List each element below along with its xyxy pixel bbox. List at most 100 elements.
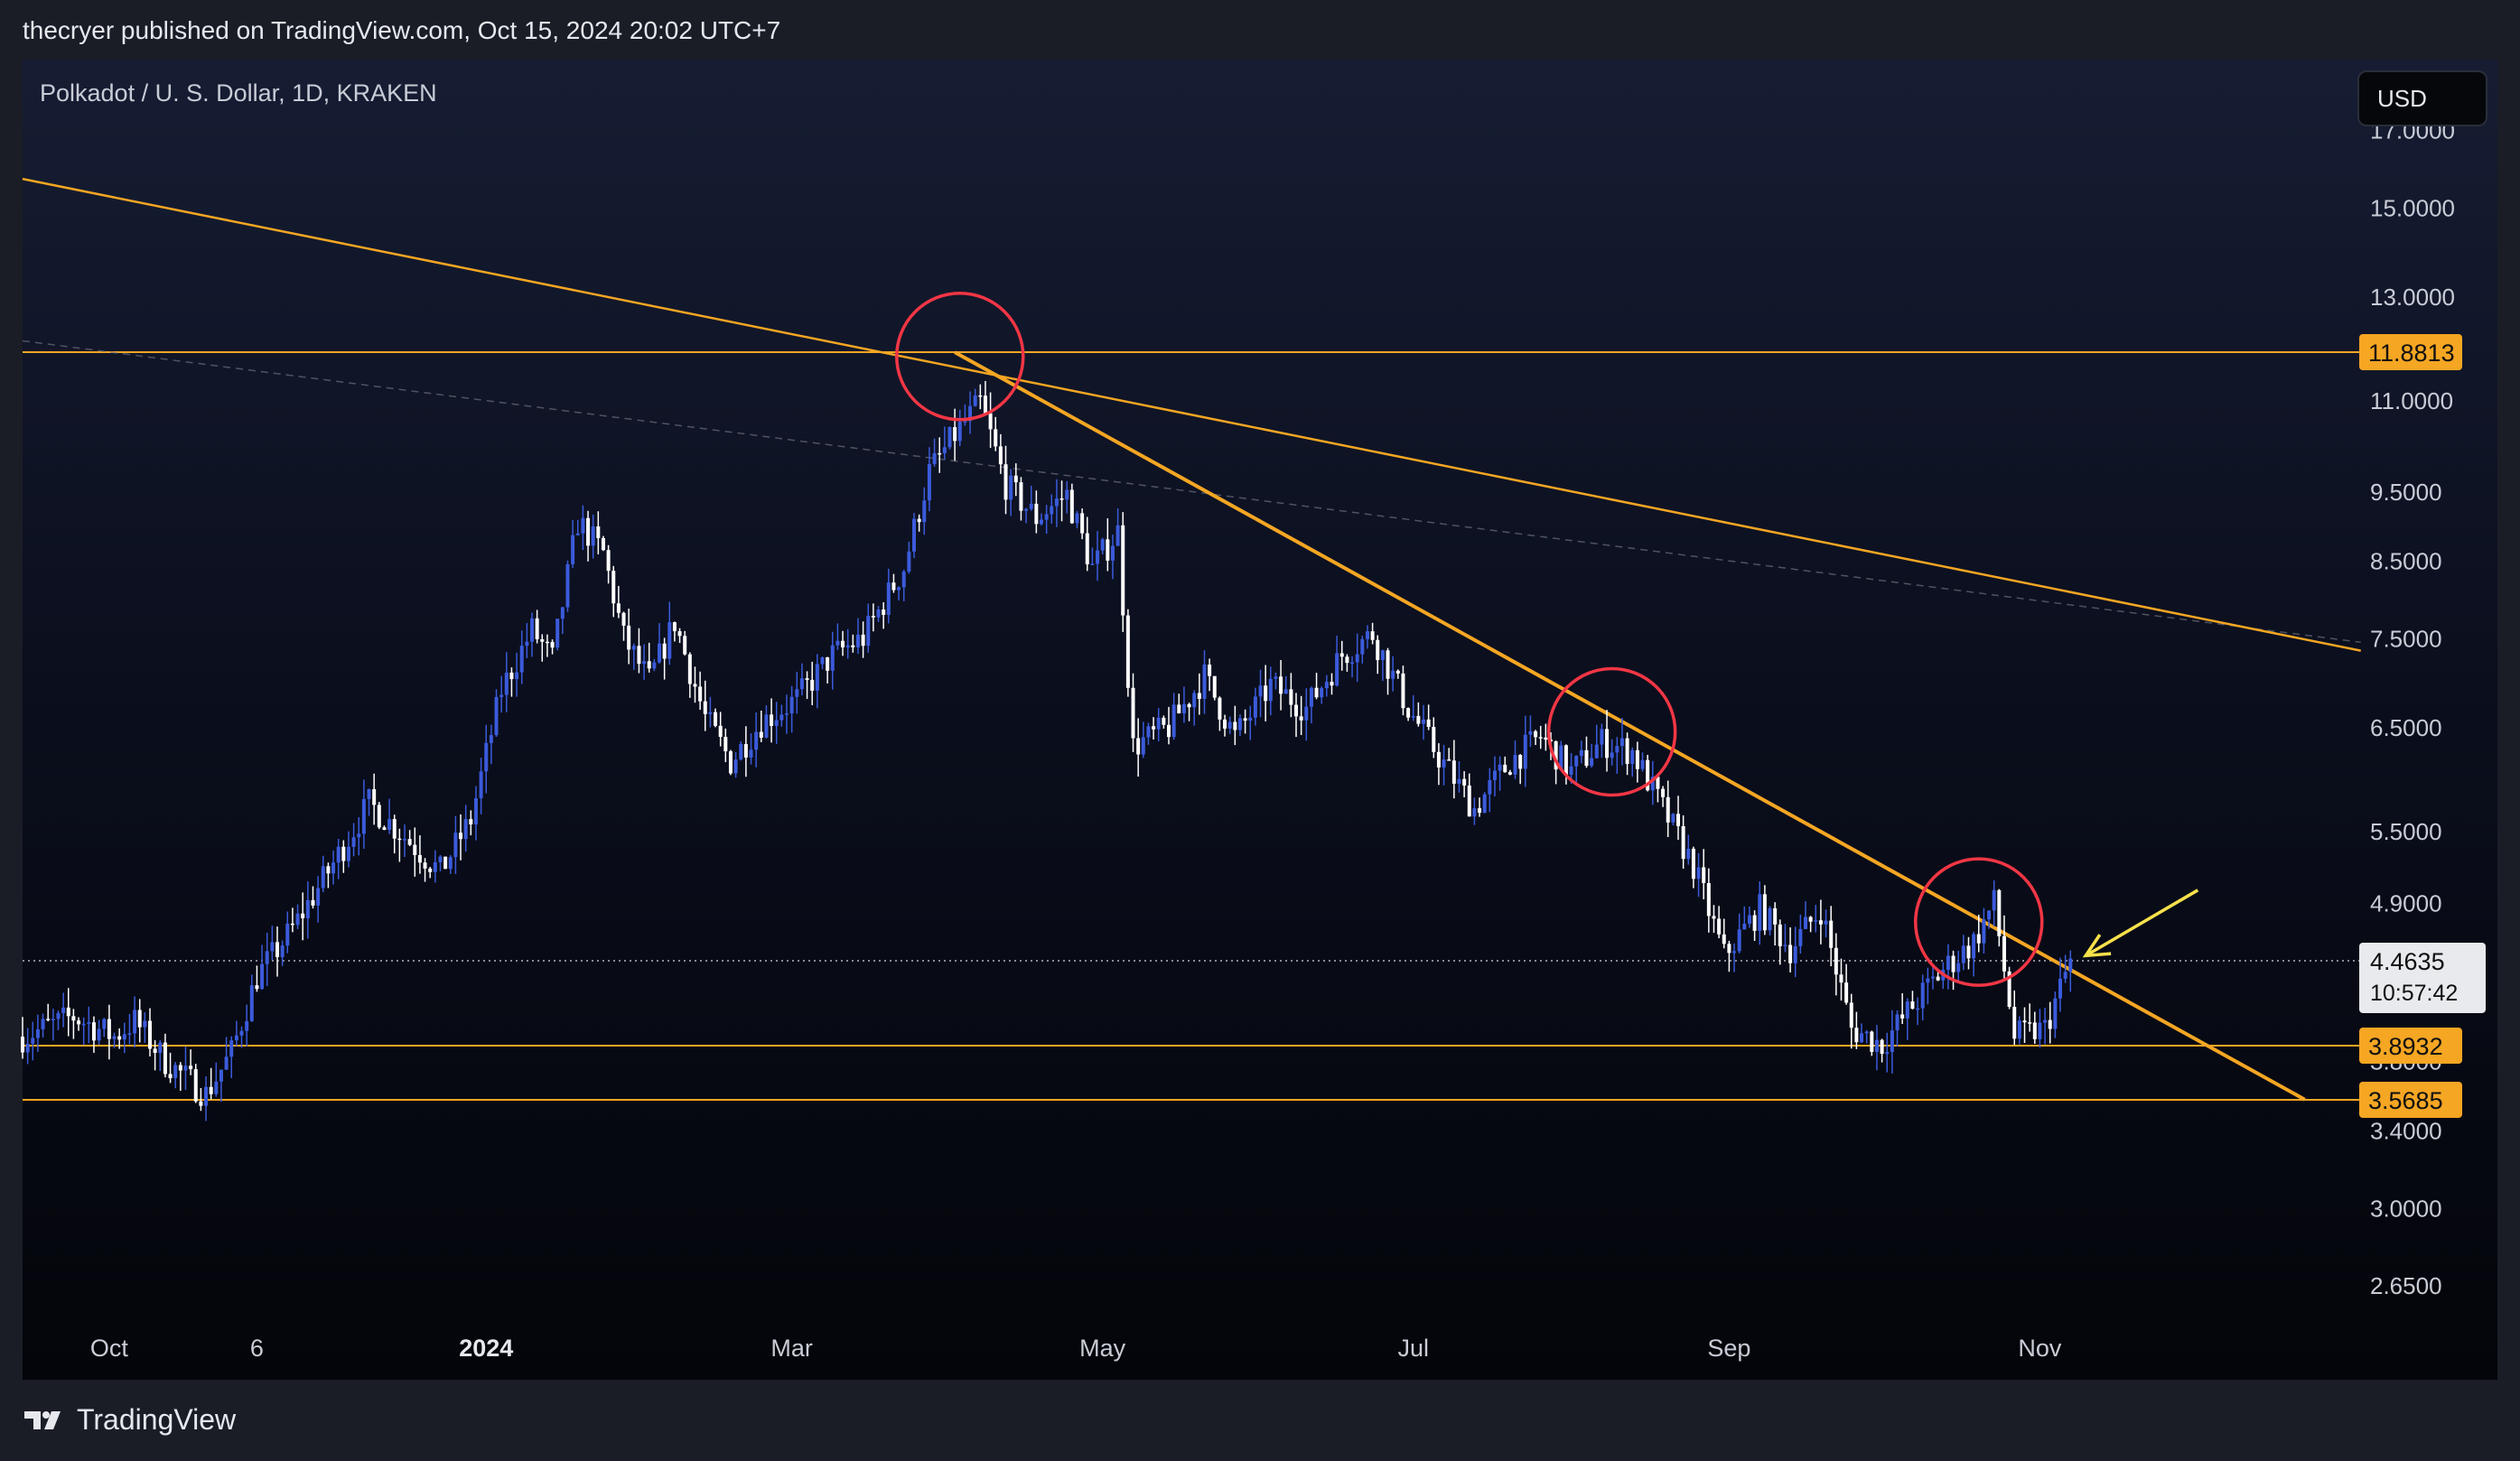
candle-body [1916,1008,1920,1010]
candle-body [1717,918,1722,935]
candle-body [473,798,478,825]
candle-body [2063,972,2067,979]
candle-body [540,638,545,642]
candle-body [530,618,534,642]
price-level-value: 3.8932 [2368,1033,2443,1060]
candle-body [229,1040,234,1057]
candle-body [270,942,275,952]
candle-body [1686,848,1691,860]
candle-body [1498,764,1502,771]
candle-body [178,1065,182,1071]
candle-body [168,1074,173,1079]
candle-body [1987,910,1992,920]
candle-body [280,945,285,957]
candle-body [1900,1014,1905,1019]
candle-body [652,662,657,669]
candle-body [1885,1052,1890,1055]
candle-body [1040,519,1043,525]
candle-body [428,868,433,872]
candle-body [810,679,815,691]
candle-body [204,1086,209,1106]
publisher-line: thecryer published on TradingView.com, O… [23,16,781,44]
candle-body [484,742,489,772]
candle-body [2058,978,2062,999]
tradingview-watermark: TradingView [23,1403,236,1437]
candle-body [1758,894,1762,931]
candle-body [1854,1028,1859,1043]
candle-body [1314,687,1319,698]
candle-body [1075,513,1079,524]
candle-body [770,714,774,726]
candle-body [2012,1007,2017,1039]
price-level-tag [2359,1082,2462,1118]
candle-body [1656,777,1660,789]
candle-body [1350,662,1355,664]
candle-body [1212,675,1217,698]
candle-body [1034,503,1039,525]
candle-body [234,1035,238,1041]
candle-body [647,661,651,669]
candle-body [876,610,881,618]
candle-body [805,678,809,680]
currency-button[interactable]: USD [2357,70,2487,126]
candle-body [1422,719,1425,724]
candle-body [1335,653,1339,686]
y-tick-label: 9.5000 [2370,479,2442,506]
candle-body [1563,745,1568,775]
candle-body [957,421,962,442]
chart-pane[interactable] [23,60,2497,1380]
candle-body [1778,924,1782,946]
candle-body [1248,717,1253,721]
current-price-tag [2359,942,2486,1013]
highlight-circle-september-touch [1914,857,2044,987]
candle-body [397,838,402,841]
y-tick-label: 2.6500 [2370,1272,2442,1299]
candle-body [799,678,804,690]
candle-body [1237,718,1242,730]
candle-body [1482,794,1487,814]
candle-body [41,1019,45,1029]
candle-body [193,1069,198,1102]
candle-body [1834,947,1838,975]
candle-body [1436,751,1441,768]
candle-body [1554,741,1558,770]
candles-layer [21,380,2073,1121]
candle-body [1798,928,1803,946]
candle-body [382,827,387,831]
candle-body [127,1033,132,1035]
candle-body [285,923,290,946]
candle-body [1538,737,1543,739]
candle-body [1890,1030,1894,1053]
lines-layer [22,177,2362,1102]
candle-body [387,819,392,831]
candle-body [683,636,687,655]
candle-body [1380,650,1385,661]
candle-body [1676,814,1680,826]
candle-body [591,526,595,546]
candle-body [560,607,565,619]
candle-body [469,819,473,825]
candle-body [148,1020,152,1049]
candle-body [372,788,377,805]
candle-body [1528,730,1533,735]
candle-body [1997,889,2002,936]
candle-body [1722,934,1726,945]
candle-body [81,1023,86,1026]
candle-body [122,1034,126,1040]
candle-body [555,619,560,648]
candle-body [1747,915,1751,925]
candle-body [891,582,896,591]
candle-body [275,942,279,957]
candle-body [1793,945,1797,963]
candle-body [87,1022,91,1024]
candle-body [703,701,707,714]
candle-body [927,463,931,501]
candle-body [1814,920,1818,922]
candle-body [133,1010,137,1034]
y-tick-label: 6.5000 [2370,714,2442,741]
current-price-value: 4.4635 [2370,948,2445,975]
candle-body [1106,539,1110,561]
candle-body [1003,464,1008,500]
labels-layer: 11.8813 3.8932 3.5685 4.4635 10:57:42 [2359,334,2486,1118]
